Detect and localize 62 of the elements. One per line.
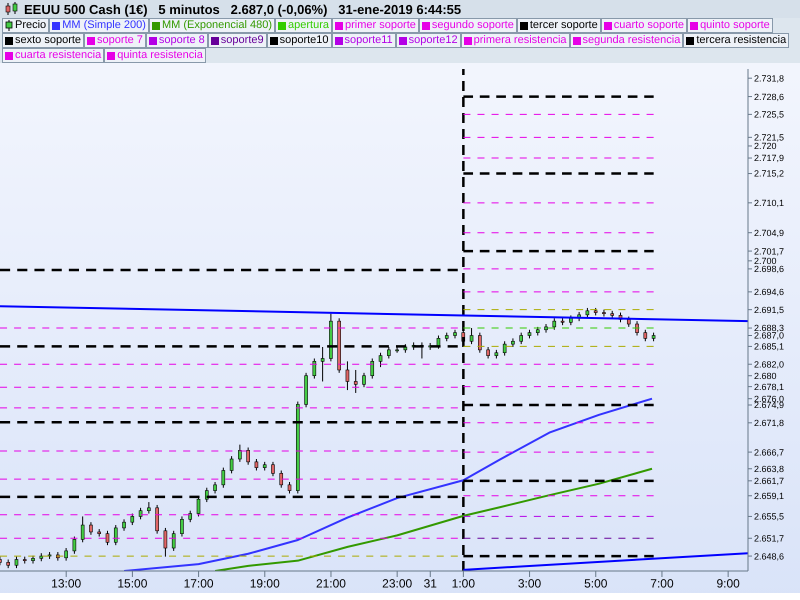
y-tick-label: 2.721,5 xyxy=(754,132,784,143)
y-tick-label: 2.678,1 xyxy=(754,382,784,392)
y-tick-label: 2.685,1 xyxy=(754,342,784,352)
legend-label: soporte 7 xyxy=(84,33,146,48)
legend-label: sexto soporte xyxy=(2,33,84,48)
legend-label: soporte10 xyxy=(266,33,332,48)
y-tick-label: 2.687,0 xyxy=(754,330,784,341)
legend-label: Precio xyxy=(2,18,50,33)
x-tick-label: 21:00 xyxy=(316,576,346,591)
y-tick-label: 2.715,2 xyxy=(754,168,784,179)
y-tick-label: 2.728,6 xyxy=(754,92,784,102)
y-tick-label: 2.725,5 xyxy=(754,110,784,120)
x-tick-label: 1:00 xyxy=(452,576,476,591)
x-tick-label: 17:00 xyxy=(184,576,214,591)
y-tick-label: 2.682,0 xyxy=(754,359,784,370)
legend-label: soporte12 xyxy=(396,33,461,48)
y-tick-label: 2.698,6 xyxy=(754,264,784,274)
y-tick-label: 2.700 xyxy=(754,256,777,266)
legend-label: quinto soporte xyxy=(687,18,773,33)
y-tick-label: 2.694,6 xyxy=(754,287,784,298)
legend-label: soporte9 xyxy=(208,33,267,48)
y-tick-label: 2.671,8 xyxy=(754,418,784,428)
legend-label: segunda resistencia xyxy=(570,33,684,48)
legend-label: quinta resistencia xyxy=(104,48,206,63)
y-tick-label: 2.680 xyxy=(754,370,777,381)
y-tick-label: 2.651,7 xyxy=(754,533,784,544)
y-tick-label: 2.666,7 xyxy=(754,447,784,458)
y-tick-label: 2.691,5 xyxy=(754,304,784,315)
legend-label: tercera resistencia xyxy=(683,33,790,48)
legend-label: MM (Simple 200) xyxy=(49,18,149,33)
x-tick-label: 15:00 xyxy=(117,576,148,591)
y-tick-label: 2.704,9 xyxy=(754,228,784,238)
legend-label: segundo soporte xyxy=(418,18,517,33)
y-tick-label: 2.710,1 xyxy=(754,198,784,208)
legend-label: cuarta resistencia xyxy=(2,48,104,63)
legend-label: apertura xyxy=(275,18,332,33)
x-tick-label: 5:00 xyxy=(584,576,608,591)
x-tick-label: 9:00 xyxy=(716,576,740,591)
y-tick-label: 2.717,9 xyxy=(754,153,784,164)
legend-label: soporte11 xyxy=(332,33,396,48)
y-tick-label: 2.648,6 xyxy=(754,551,784,562)
legend-label: primera resistencia xyxy=(460,33,570,48)
y-tick-label: 2.663,8 xyxy=(754,464,784,474)
legend-label: tercer soporte xyxy=(516,18,601,33)
y-tick-label: 2.661,7 xyxy=(754,476,784,486)
x-tick-label: 13:00 xyxy=(51,576,82,591)
y-tick-label: 2.659,1 xyxy=(754,490,784,501)
legend-label: soporte 8 xyxy=(146,33,208,48)
y-tick-label: 2.655,5 xyxy=(754,512,784,522)
x-tick-label: 7:00 xyxy=(650,576,674,591)
x-tick-label: 31 xyxy=(424,576,438,591)
x-tick-label: 23:00 xyxy=(382,576,413,591)
legend-label: primer soporte xyxy=(332,18,419,33)
legend-label: MM (Exponencial 480) xyxy=(148,18,275,33)
chart-title: EEUU 500 Cash (1€) 5 minutos 2.687,0 (-0,06%) 31-ene-2019 6:44:55 xyxy=(24,2,462,16)
x-tick-label: 19:00 xyxy=(250,576,280,591)
y-tick-label: 2.720 xyxy=(754,141,777,152)
y-tick-label: 2.731,8 xyxy=(754,73,784,84)
x-tick-label: 3:00 xyxy=(518,576,542,591)
y-tick-label: 2.701,7 xyxy=(754,246,784,256)
y-tick-label: 2.688,3 xyxy=(754,323,784,334)
legend-label: cuarto soporte xyxy=(600,18,688,33)
